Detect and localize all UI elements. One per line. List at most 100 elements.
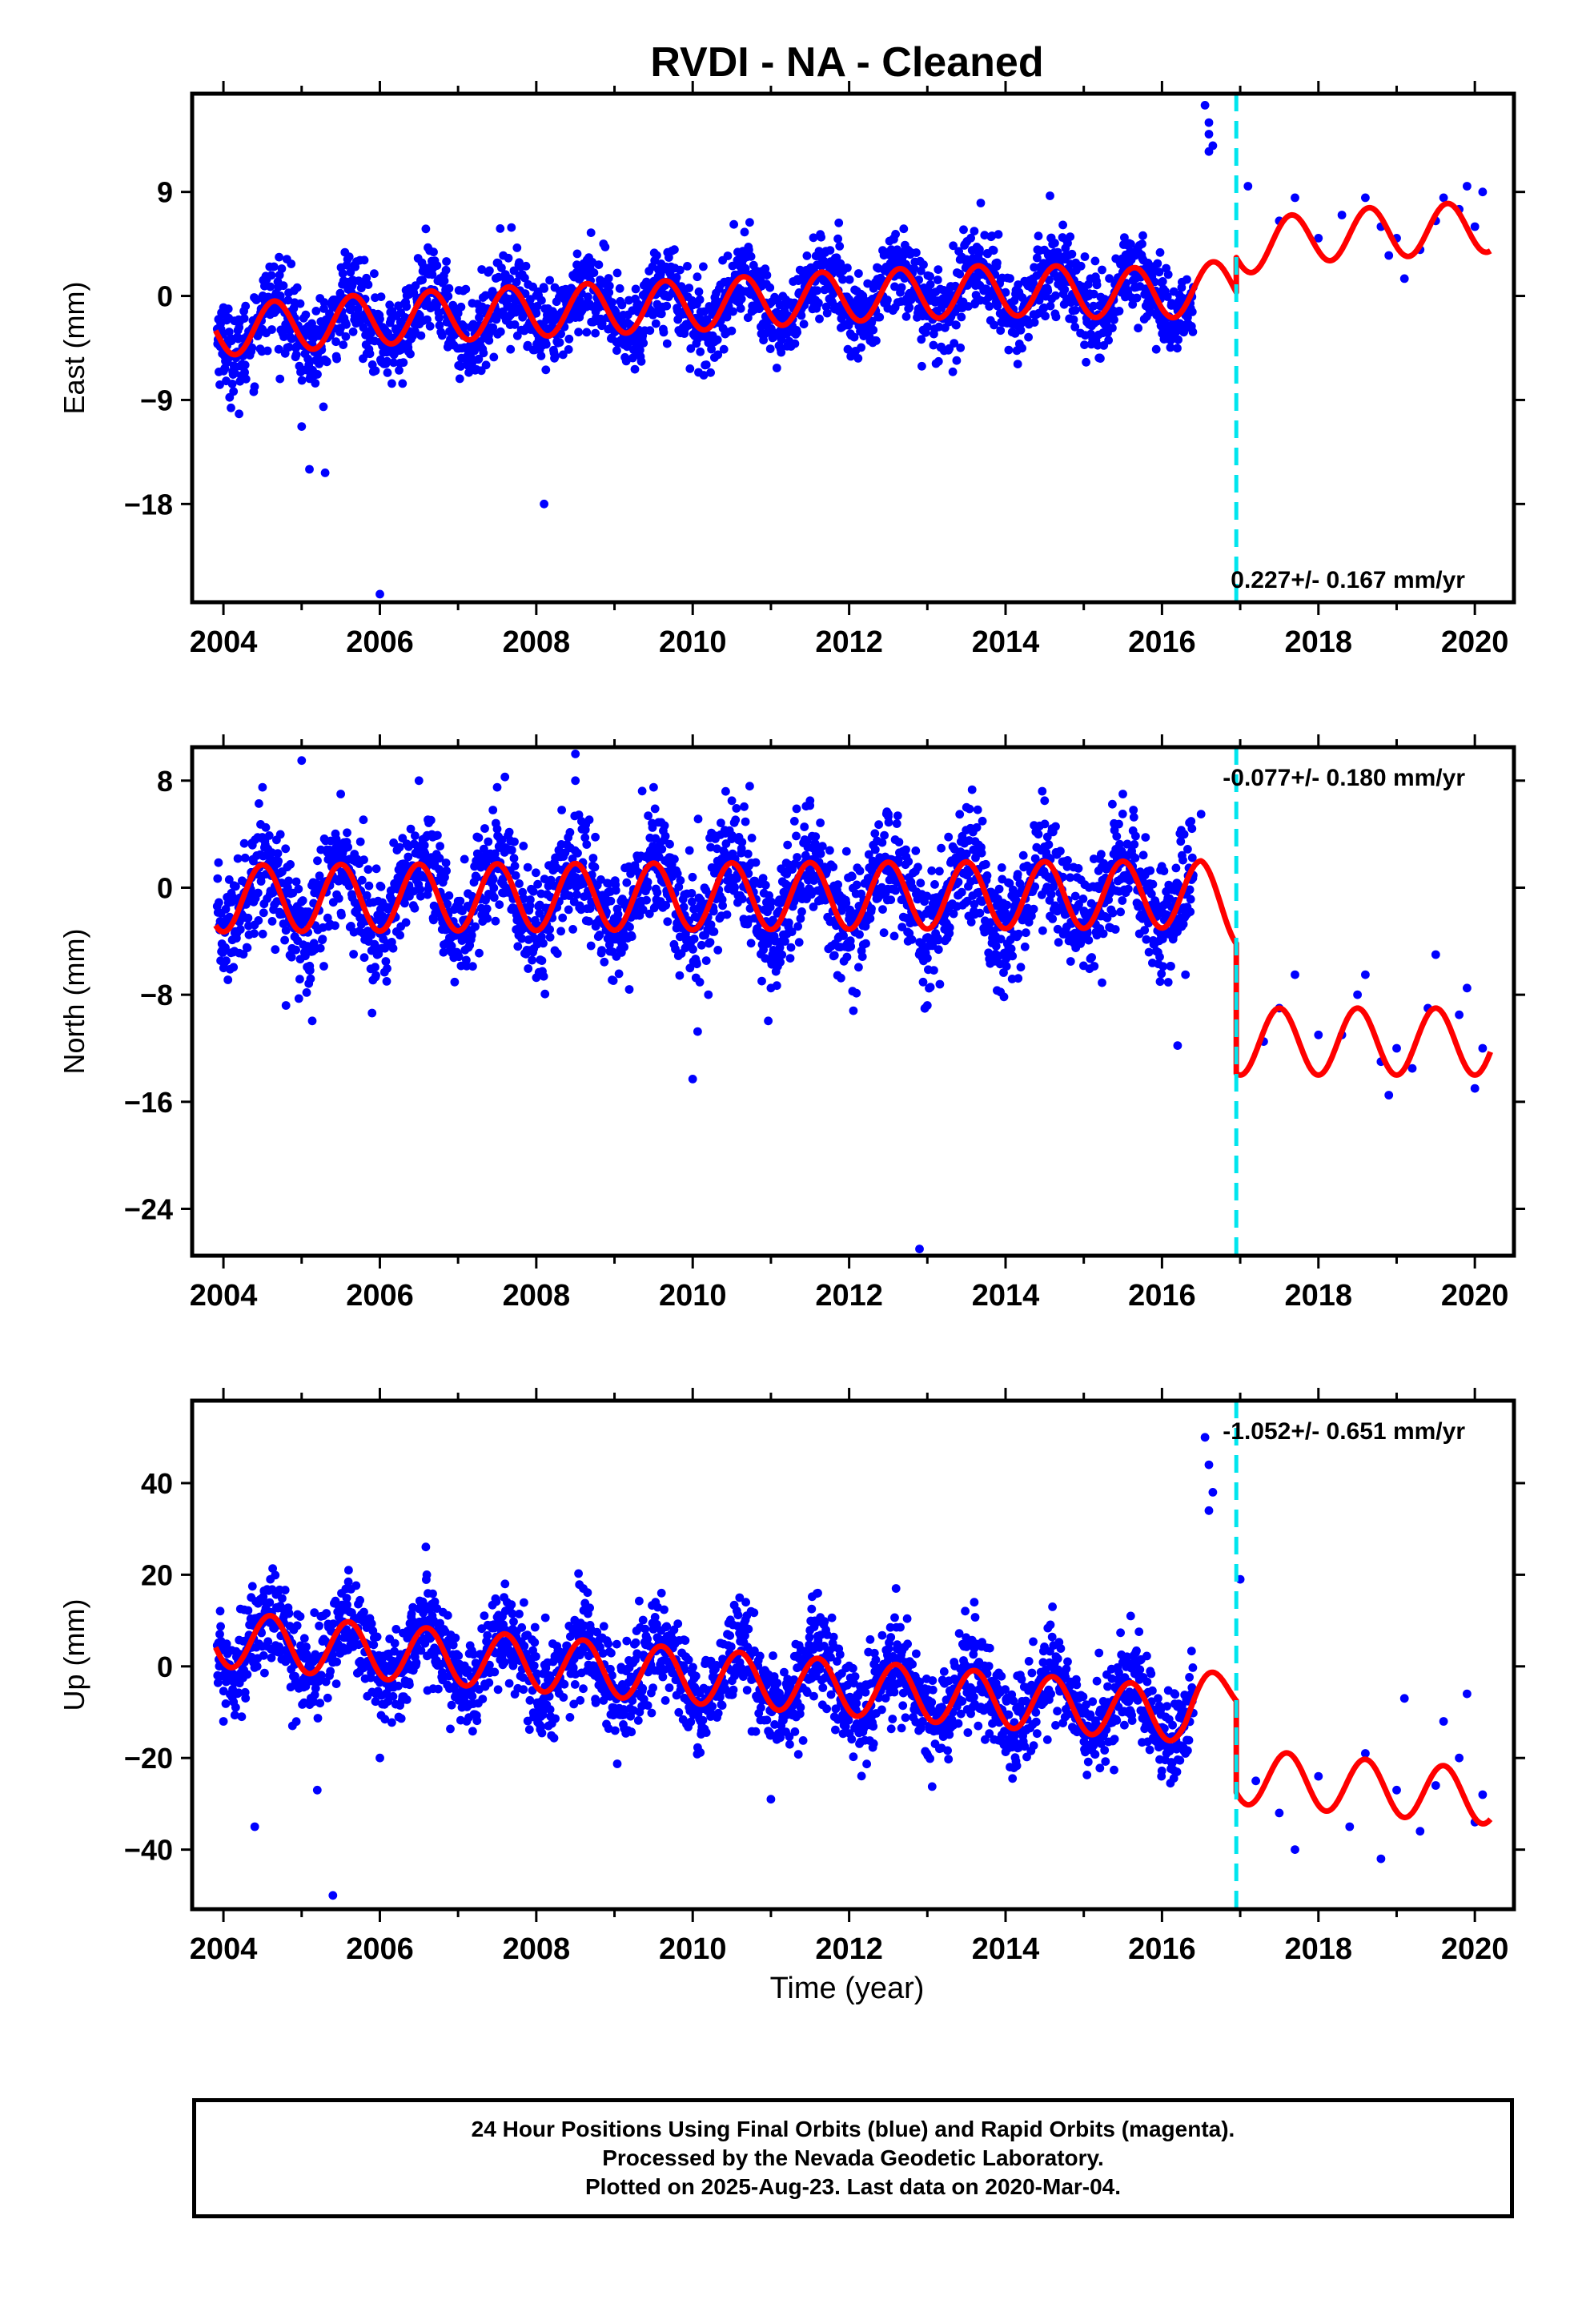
data-point: [517, 934, 527, 943]
data-point: [1014, 929, 1023, 939]
data-point: [1098, 265, 1106, 275]
data-point: [1002, 962, 1011, 971]
data-point: [398, 379, 408, 388]
data-point: [704, 990, 713, 999]
data-point: [701, 360, 711, 369]
data-point: [718, 901, 727, 911]
data-point: [1431, 950, 1440, 959]
data-point: [867, 904, 876, 914]
data-point: [565, 828, 575, 837]
x-tick-label: 2018: [1284, 625, 1352, 659]
data-point: [348, 327, 358, 336]
data-point: [797, 907, 806, 916]
data-point: [737, 895, 747, 903]
data-point: [510, 837, 519, 846]
data-point: [842, 952, 852, 962]
data-point: [722, 312, 732, 322]
data-point: [301, 310, 311, 320]
data-point: [1130, 840, 1139, 849]
data-point: [254, 916, 263, 925]
data-point: [243, 1606, 253, 1615]
data-point: [259, 908, 268, 918]
data-point: [1399, 274, 1409, 283]
data-point: [420, 841, 429, 850]
x-tick-label: 2008: [503, 1279, 571, 1313]
data-point: [721, 786, 730, 796]
data-point: [935, 866, 944, 876]
data-point: [227, 403, 235, 412]
data-point: [694, 287, 704, 296]
data-point: [552, 949, 562, 959]
data-point: [485, 266, 494, 275]
data-point: [301, 951, 310, 961]
data-point: [685, 283, 694, 292]
data-point: [572, 249, 582, 259]
data-point: [676, 265, 685, 275]
data-point: [278, 1594, 287, 1603]
data-point: [509, 854, 519, 863]
data-point: [1158, 289, 1166, 299]
data-point: [1183, 845, 1192, 854]
data-point: [545, 275, 554, 285]
data-point: [706, 920, 716, 930]
data-point: [793, 853, 801, 862]
data-point: [287, 259, 296, 268]
data-point: [639, 339, 648, 348]
data-point: [894, 838, 904, 846]
data-point: [799, 320, 809, 329]
data-point: [743, 849, 753, 858]
data-point: [1078, 895, 1088, 903]
panel-data-east: [212, 94, 1493, 602]
data-point: [441, 265, 451, 275]
data-point: [652, 251, 661, 260]
data-point: [274, 344, 283, 354]
data-point: [1141, 833, 1150, 842]
data-point: [1134, 324, 1142, 333]
data-point: [1098, 929, 1108, 939]
data-point: [783, 840, 793, 850]
x-tick-label: 2016: [1128, 625, 1196, 659]
data-point: [1014, 280, 1023, 289]
data-point: [869, 325, 878, 335]
data-point: [572, 260, 581, 270]
x-tick-label: 2020: [1441, 625, 1509, 659]
data-point: [1093, 340, 1102, 350]
data-point: [537, 956, 547, 965]
data-point: [1155, 977, 1165, 987]
data-point: [222, 956, 231, 966]
data-point: [584, 292, 592, 302]
data-point: [586, 228, 596, 237]
data-point: [612, 268, 622, 278]
data-point: [318, 935, 327, 943]
data-point: [604, 281, 614, 291]
data-point: [263, 1637, 273, 1647]
data-point: [467, 931, 476, 940]
data-point: [870, 829, 880, 838]
data-point: [1186, 895, 1195, 904]
data-point: [1006, 274, 1014, 283]
data-point: [1243, 182, 1253, 191]
data-point: [305, 464, 314, 474]
data-point: [479, 348, 488, 358]
data-point: [331, 337, 340, 347]
data-point: [922, 292, 932, 300]
data-point: [488, 875, 498, 884]
data-point: [359, 815, 368, 825]
data-point: [274, 856, 283, 866]
data-point: [656, 309, 666, 319]
data-point: [672, 273, 681, 282]
data-point: [460, 854, 469, 864]
data-point: [1138, 850, 1148, 860]
data-point: [215, 380, 224, 389]
data-point: [765, 344, 775, 353]
data-point: [584, 815, 594, 825]
data-point: [402, 302, 412, 312]
data-point: [757, 976, 766, 986]
data-point: [917, 361, 926, 371]
data-point: [917, 335, 926, 344]
data-point: [258, 929, 267, 939]
x-tick-label: 2018: [1284, 1279, 1352, 1313]
data-point: [491, 849, 500, 858]
data-point: [782, 329, 792, 339]
data-point: [699, 262, 708, 271]
